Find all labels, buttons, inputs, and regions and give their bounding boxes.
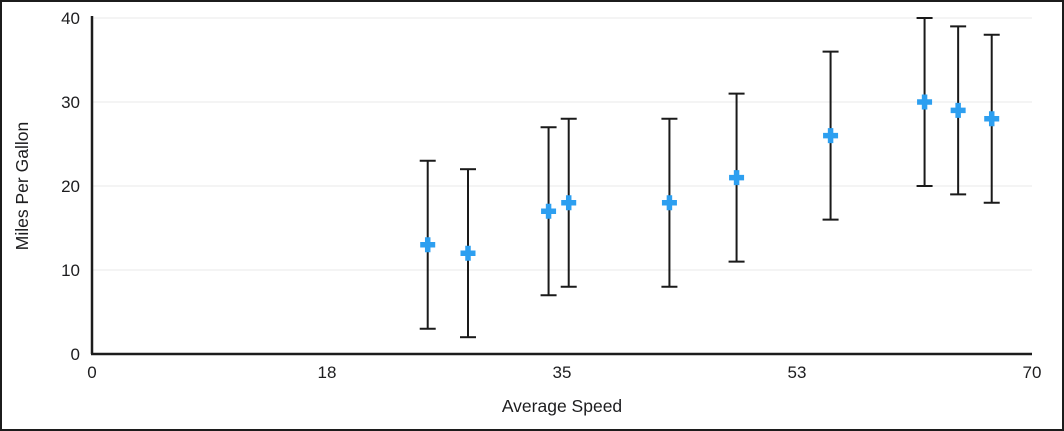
plus-marker-2 [460,245,476,261]
plus-marker-8 [917,94,933,110]
axes [90,16,1032,356]
y-tick-label-20: 20 [61,177,80,196]
x-axis-tick-labels: 0 18 35 53 70 [87,363,1041,382]
plus-marker-1 [420,237,436,253]
plus-marker-7 [823,128,839,144]
plus-marker-5 [661,195,677,211]
x-tick-label-53: 53 [788,363,807,382]
y-axis-title: Miles Per Gallon [12,122,32,250]
y-tick-label-0: 0 [71,345,80,364]
y-tick-label-40: 40 [61,9,80,28]
x-axis-title: Average Speed [502,396,622,416]
x-tick-label-35: 35 [553,363,572,382]
y-tick-label-30: 30 [61,93,80,112]
plus-marker-6 [729,170,745,186]
plus-marker-10 [984,111,1000,127]
plus-marker-9 [950,102,966,118]
gridlines [92,17,1032,271]
data-point-markers [420,94,1000,261]
y-tick-label-10: 10 [61,261,80,280]
x-tick-label-0: 0 [87,363,96,382]
y-axis-tick-labels: 0 10 20 30 40 [61,9,80,364]
plus-marker-4 [561,195,577,211]
plus-marker-3 [541,203,557,219]
x-tick-label-70: 70 [1023,363,1042,382]
x-tick-label-18: 18 [318,363,337,382]
error-bars [419,17,1000,339]
